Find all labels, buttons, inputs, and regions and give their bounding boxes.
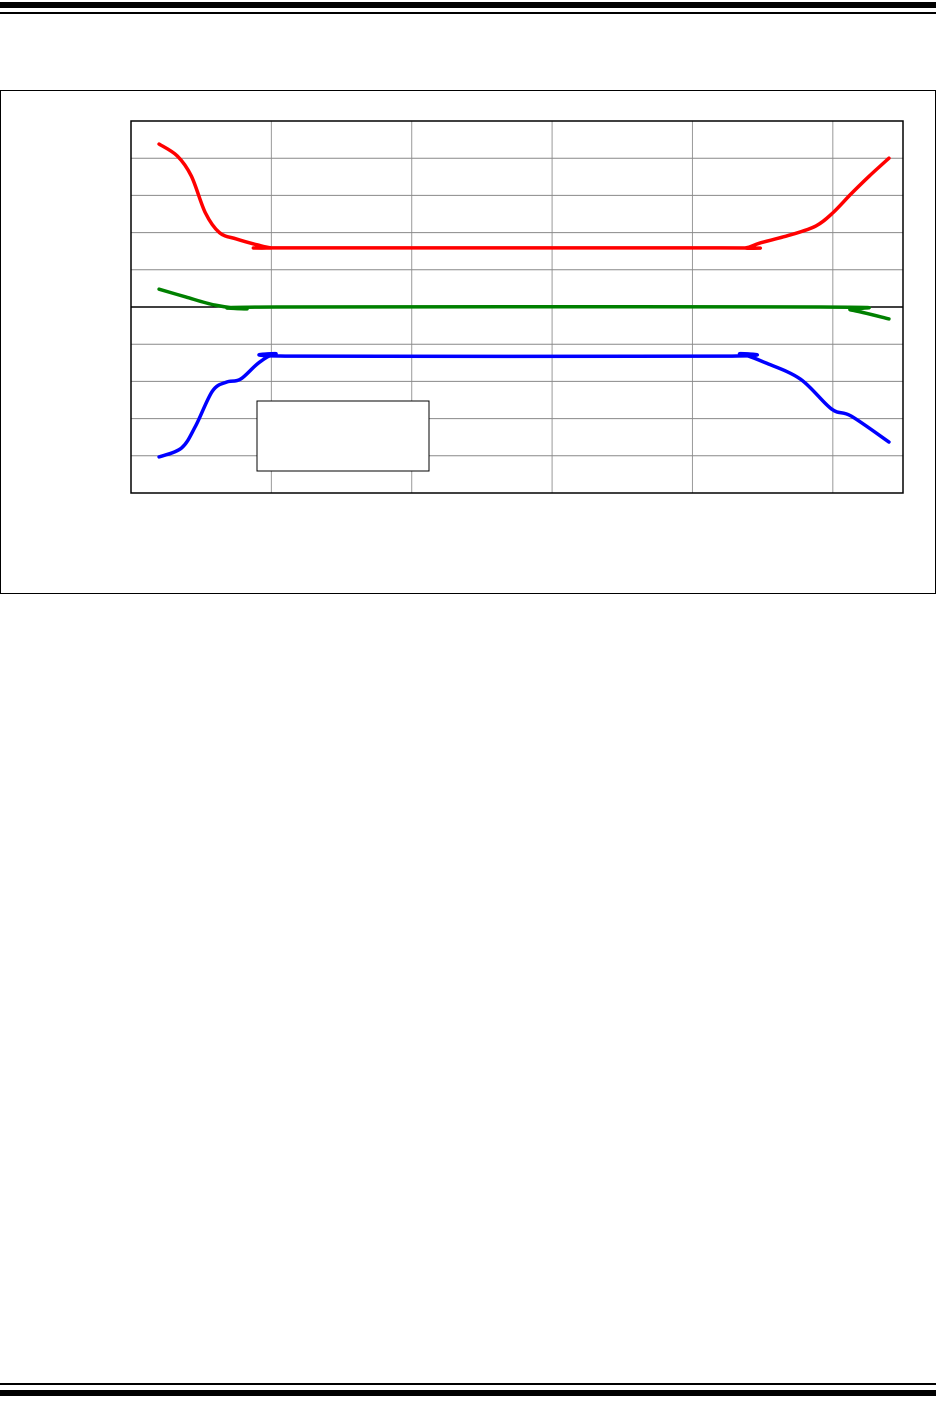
legend-box	[256, 400, 430, 472]
header-rule-thick	[0, 2, 936, 8]
series-line-3	[157, 351, 891, 459]
footer-rule-thin	[0, 1383, 936, 1385]
series-line-2	[157, 287, 891, 321]
plot-border	[130, 120, 904, 494]
line-chart	[130, 120, 904, 494]
figure-frame	[0, 90, 936, 594]
series-line-1	[157, 142, 891, 250]
footer-rule-thick	[0, 1390, 936, 1396]
header-rule-thin	[0, 12, 936, 14]
series-group	[157, 142, 891, 459]
